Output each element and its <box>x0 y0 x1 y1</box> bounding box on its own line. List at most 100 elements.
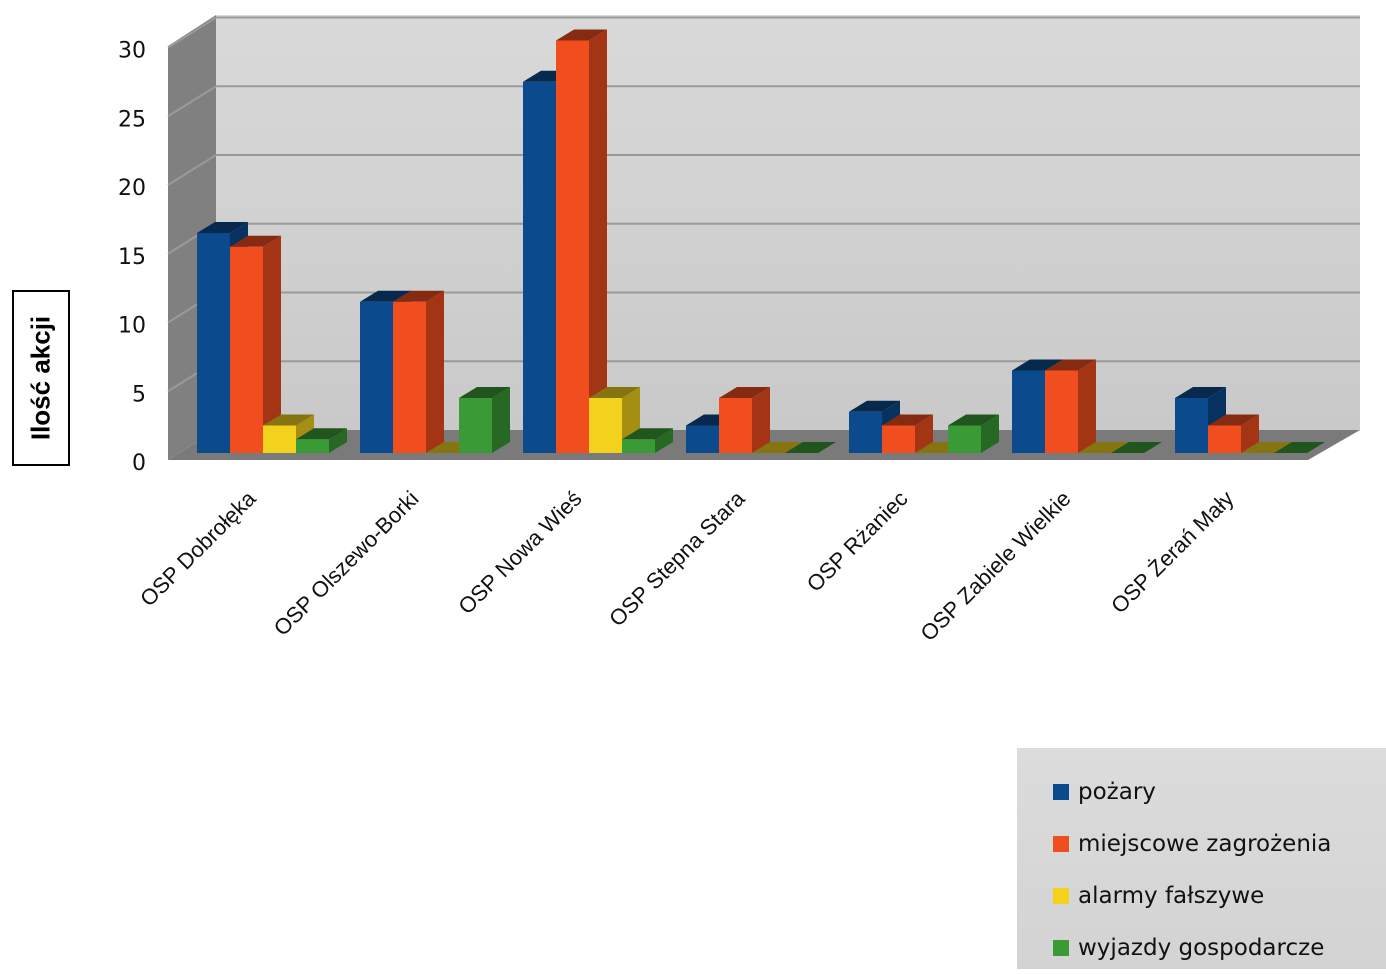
y-tick-label: 30 <box>118 39 146 64</box>
bar <box>849 400 900 453</box>
bar-front <box>263 425 296 453</box>
y-axis-label: Ilość akcji <box>25 315 56 441</box>
category-label: OSP Rżaniec <box>802 486 913 597</box>
bar-front <box>686 425 719 453</box>
legend-item: wyjazdy gospodarcze <box>1053 922 1386 974</box>
bar-top <box>1012 359 1063 371</box>
bar-top <box>1045 359 1096 371</box>
y-tick-label: 15 <box>118 245 146 270</box>
y-axis-label-box: Ilość akcji <box>12 290 70 466</box>
bar <box>1045 359 1096 453</box>
bar-front <box>459 398 492 453</box>
bar-side <box>1078 359 1096 453</box>
bar-front <box>197 233 230 453</box>
bar <box>882 414 933 453</box>
bar-top <box>622 428 673 440</box>
bar-top <box>752 442 803 453</box>
legend-label: wyjazdy gospodarcze <box>1078 935 1325 961</box>
category-label: OSP Dobrołęka <box>135 485 261 611</box>
y-tick-label: 5 <box>132 382 146 407</box>
bar-side <box>981 414 999 453</box>
bar-front <box>589 398 622 453</box>
bar-front <box>849 411 882 453</box>
y-tick-label: 20 <box>118 176 146 201</box>
bar-front <box>1175 398 1208 453</box>
category-label: OSP Zabiele Wielkie <box>915 486 1075 646</box>
bar-front <box>556 40 589 453</box>
bar-top <box>849 400 900 412</box>
legend-swatch <box>1053 940 1069 956</box>
bar-top <box>197 222 248 233</box>
legend-item: miejscowe zagrożenia <box>1053 818 1386 870</box>
bar-top <box>1274 442 1325 453</box>
bar-front <box>360 301 393 453</box>
bar-top <box>393 290 444 302</box>
gridline-side <box>167 16 217 49</box>
bar-side <box>492 387 510 453</box>
y-tick-label: 25 <box>118 107 146 132</box>
bar-top <box>230 235 281 247</box>
bar-top <box>1078 442 1129 453</box>
legend: pożary miejscowe zagrożenia alarmy fałszyw… <box>1017 748 1386 969</box>
bar <box>752 442 803 453</box>
y-tick-label: 0 <box>132 451 146 476</box>
bar <box>948 414 999 453</box>
bar <box>1111 442 1162 453</box>
category-label: OSP Nowa Wieś <box>453 486 586 619</box>
legend-swatch <box>1053 784 1069 800</box>
bar-front <box>1208 425 1241 453</box>
bar-front <box>296 439 329 453</box>
legend-swatch <box>1053 836 1069 852</box>
bar <box>1208 414 1259 453</box>
bar-top <box>1111 442 1162 453</box>
bar <box>719 387 770 453</box>
bar <box>393 290 444 453</box>
bar-side <box>426 290 444 453</box>
bar <box>296 428 347 453</box>
bar <box>1274 442 1325 453</box>
legend-item: pożary <box>1053 766 1386 818</box>
bar-top <box>589 387 640 398</box>
bar-front <box>230 246 263 453</box>
bar-front <box>882 425 915 453</box>
bar-top <box>556 29 607 41</box>
bar-front <box>523 81 556 453</box>
bar-top <box>263 414 314 426</box>
bar-top <box>1208 414 1259 426</box>
bar <box>1078 442 1129 453</box>
bar-top <box>785 442 836 453</box>
bar-top <box>882 414 933 426</box>
category-label: OSP Olszewo-Borki <box>269 486 424 641</box>
legend-swatch <box>1053 888 1069 904</box>
category-label: OSP Żerań Mały <box>1106 486 1238 618</box>
bar-side <box>1241 414 1259 453</box>
bar-top <box>948 414 999 426</box>
bar-top <box>360 290 411 302</box>
bar-top <box>296 428 347 440</box>
bar-side <box>329 428 347 453</box>
bar-top <box>1175 387 1226 398</box>
bar-front <box>1045 370 1078 453</box>
bar-side <box>263 235 281 453</box>
bar-side <box>752 387 770 453</box>
bar-front <box>948 425 981 453</box>
bar-side <box>655 428 673 453</box>
category-label: OSP Stepna Stara <box>604 485 750 631</box>
bar <box>1241 442 1292 453</box>
bar-front <box>393 301 426 453</box>
legend-label: pożary <box>1078 779 1156 805</box>
bar-front <box>622 439 655 453</box>
bar <box>622 428 673 453</box>
legend-label: miejscowe zagrożenia <box>1078 831 1332 857</box>
bar <box>785 442 836 453</box>
bar-chart: 0 5 10 15 20 25 30 OSP Dobrołęka OSP Olszewo-Bo… <box>118 15 1360 646</box>
y-tick-label: 10 <box>118 314 146 339</box>
bar-front <box>1012 370 1045 453</box>
bar-front <box>719 398 752 453</box>
legend-label: alarmy fałszywe <box>1078 883 1265 909</box>
legend-item: alarmy fałszywe <box>1053 870 1386 922</box>
bar-top <box>459 387 510 398</box>
bar-top <box>1241 442 1292 453</box>
bar <box>230 235 281 453</box>
gridline-side <box>167 154 217 186</box>
